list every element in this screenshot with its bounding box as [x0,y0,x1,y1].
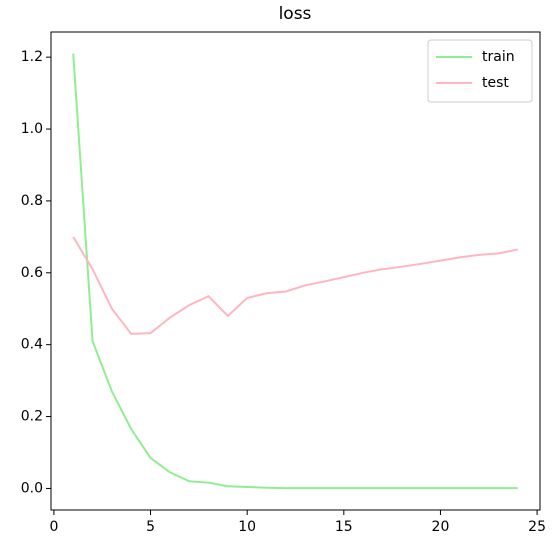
legend-label: test [482,75,509,91]
y-tick-label: 1.2 [21,49,43,65]
y-tick-label: 0.4 [21,337,43,353]
y-tick-label: 0.6 [21,265,43,281]
y-tick-label: 0.0 [21,480,43,496]
y-tick-label: 1.0 [21,121,43,137]
line [72,53,518,490]
line [72,236,518,335]
chart-title: loss [279,4,312,24]
y-tick-label: 0.2 [21,409,43,425]
legend-box [427,39,533,103]
legend-label: train [482,49,515,65]
plot-frame [50,31,541,511]
x-tick-label: 20 [432,519,450,535]
x-tick-label: 25 [528,519,546,535]
x-tick-label: 10 [238,519,256,535]
x-tick-label: 0 [49,519,58,535]
x-tick-label: 5 [146,519,155,535]
x-tick-label: 15 [335,519,353,535]
y-tick-label: 0.8 [21,193,43,209]
